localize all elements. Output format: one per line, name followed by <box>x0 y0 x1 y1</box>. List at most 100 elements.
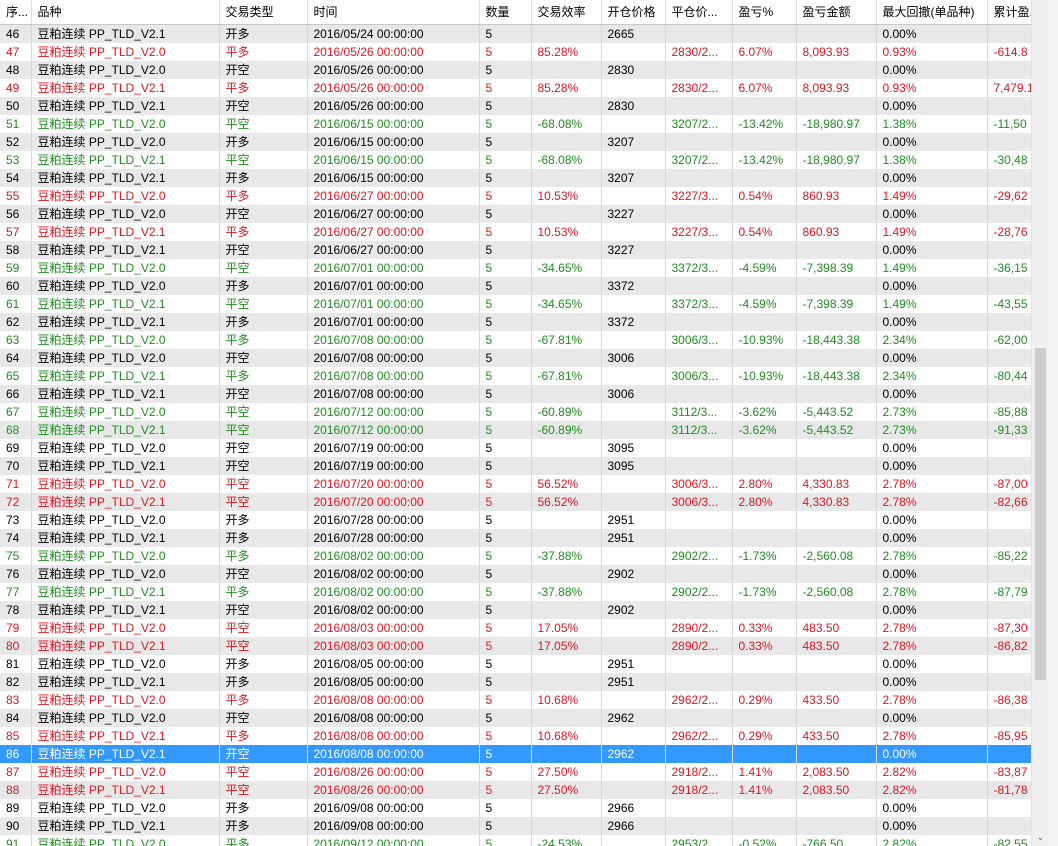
table-row[interactable]: 55 豆粕连续 PP_TLD_V2.0 平多 2016/06/27 00:00:00 5… <box>0 187 1031 205</box>
cell-time: 2016/06/27 00:00:00 <box>307 187 480 205</box>
table-row[interactable]: 76 豆粕连续 PP_TLD_V2.0 开空 2016/08/02 00:00:00 5… <box>0 565 1031 583</box>
table-row[interactable]: 85 豆粕连续 PP_TLD_V2.1 平多 2016/08/08 00:00:00 5… <box>0 727 1031 745</box>
cell-time: 2016/07/20 00:00:00 <box>307 475 480 493</box>
cell-symbol-strategy: 豆粕连续 PP_TLD_V2.1 <box>31 295 220 313</box>
column-header[interactable]: 交易类型 <box>219 0 308 25</box>
column-header[interactable]: 品种 <box>31 0 220 25</box>
table-row[interactable]: 67 豆粕连续 PP_TLD_V2.0 平空 2016/07/12 00:00:00 5… <box>0 403 1031 421</box>
column-header[interactable]: 最大回撤(单品种) <box>876 0 988 25</box>
cell-row-index: 59 <box>0 259 32 277</box>
table-row[interactable]: 82 豆粕连续 PP_TLD_V2.1 开多 2016/08/05 00:00:00 5… <box>0 673 1031 691</box>
cell-pnl-percent: -1.73% <box>732 583 797 601</box>
table-row[interactable]: 46 豆粕连续 PP_TLD_V2.1 开多 2016/05/24 00:00:00 5… <box>0 24 1031 43</box>
cell-open-price <box>601 151 666 169</box>
cell-open-price <box>601 43 666 61</box>
column-header[interactable]: 序... <box>0 0 32 25</box>
table-row[interactable]: 52 豆粕连续 PP_TLD_V2.0 开多 2016/06/15 00:00:00 5… <box>0 133 1031 151</box>
chevron-down-icon[interactable]: ⌄ <box>1036 832 1045 842</box>
cell-cumulative-pnl: -86,38 <box>987 691 1031 709</box>
column-header[interactable]: 累计盈... <box>987 0 1031 25</box>
table-row[interactable]: 81 豆粕连续 PP_TLD_V2.0 开多 2016/08/05 00:00:00 5… <box>0 655 1031 673</box>
table-row[interactable]: 59 豆粕连续 PP_TLD_V2.0 平空 2016/07/01 00:00:00 5… <box>0 259 1031 277</box>
cell-open-price: 3207 <box>601 169 666 187</box>
cell-symbol-strategy: 豆粕连续 PP_TLD_V2.1 <box>31 457 220 475</box>
column-header[interactable]: 开仓价格 <box>601 0 666 25</box>
table-row[interactable]: 90 豆粕连续 PP_TLD_V2.1 开多 2016/09/08 00:00:00 5… <box>0 817 1031 835</box>
cell-pnl-percent <box>732 97 797 115</box>
scrollbar-thumb[interactable] <box>1035 348 1046 680</box>
table-row[interactable]: 91 豆粕连续 PP_TLD_V2.0 平多 2016/09/12 00:00:00 5… <box>0 835 1031 846</box>
table-row[interactable]: 77 豆粕连续 PP_TLD_V2.1 平多 2016/08/02 00:00:00 5… <box>0 583 1031 601</box>
cell-open-price <box>601 763 666 781</box>
table-row[interactable]: 84 豆粕连续 PP_TLD_V2.0 开空 2016/08/08 00:00:00 5… <box>0 709 1031 727</box>
cell-row-index: 87 <box>0 763 32 781</box>
cell-quantity: 5 <box>479 115 532 133</box>
cell-row-index: 75 <box>0 547 32 565</box>
cell-quantity: 5 <box>479 745 532 763</box>
table-row[interactable]: 73 豆粕连续 PP_TLD_V2.0 开多 2016/07/28 00:00:00 5… <box>0 511 1031 529</box>
table-row[interactable]: 71 豆粕连续 PP_TLD_V2.0 平空 2016/07/20 00:00:00 5… <box>0 475 1031 493</box>
table-row[interactable]: 83 豆粕连续 PP_TLD_V2.0 平多 2016/08/08 00:00:00 5… <box>0 691 1031 709</box>
cell-max-drawdown: 1.49% <box>876 295 988 313</box>
table-row[interactable]: 88 豆粕连续 PP_TLD_V2.1 平空 2016/08/26 00:00:00 5… <box>0 781 1031 799</box>
table-row[interactable]: 78 豆粕连续 PP_TLD_V2.1 开空 2016/08/02 00:00:00 5… <box>0 601 1031 619</box>
table-row[interactable]: 61 豆粕连续 PP_TLD_V2.1 平空 2016/07/01 00:00:00 5… <box>0 295 1031 313</box>
cell-pnl-amount <box>796 439 877 457</box>
table-row[interactable]: 86 豆粕连续 PP_TLD_V2.1 开空 2016/08/08 00:00:00 5… <box>0 745 1031 763</box>
table-row[interactable]: 62 豆粕连续 PP_TLD_V2.1 开多 2016/07/01 00:00:00 5… <box>0 313 1031 331</box>
table-row[interactable]: 69 豆粕连续 PP_TLD_V2.0 开空 2016/07/19 00:00:00 5… <box>0 439 1031 457</box>
cell-quantity: 5 <box>479 349 532 367</box>
table-row[interactable]: 80 豆粕连续 PP_TLD_V2.1 平空 2016/08/03 00:00:00 5… <box>0 637 1031 655</box>
cell-pnl-amount <box>796 385 877 403</box>
table-row[interactable]: 49 豆粕连续 PP_TLD_V2.1 平多 2016/05/26 00:00:00 5… <box>0 79 1031 97</box>
cell-trade-type: 平空 <box>219 637 308 655</box>
table-row[interactable]: 72 豆粕连续 PP_TLD_V2.1 平空 2016/07/20 00:00:00 5… <box>0 493 1031 511</box>
cell-row-index: 74 <box>0 529 32 547</box>
column-header[interactable]: 盈亏% <box>732 0 797 25</box>
table-row[interactable]: 47 豆粕连续 PP_TLD_V2.0 平多 2016/05/26 00:00:00 5… <box>0 43 1031 61</box>
table-row[interactable]: 68 豆粕连续 PP_TLD_V2.1 平空 2016/07/12 00:00:00 5… <box>0 421 1031 439</box>
cell-pnl-percent <box>732 277 797 295</box>
table-row[interactable]: 48 豆粕连续 PP_TLD_V2.0 开空 2016/05/26 00:00:00 5… <box>0 61 1031 79</box>
table-row[interactable]: 53 豆粕连续 PP_TLD_V2.1 平空 2016/06/15 00:00:00 5… <box>0 151 1031 169</box>
cell-cumulative-pnl: -29,62 <box>987 187 1031 205</box>
table-row[interactable]: 66 豆粕连续 PP_TLD_V2.1 开空 2016/07/08 00:00:00 5… <box>0 385 1031 403</box>
table-row[interactable]: 54 豆粕连续 PP_TLD_V2.1 开多 2016/06/15 00:00:00 5… <box>0 169 1031 187</box>
cell-pnl-amount <box>796 799 877 817</box>
table-row[interactable]: 75 豆粕连续 PP_TLD_V2.0 平多 2016/08/02 00:00:00 5… <box>0 547 1031 565</box>
table-row[interactable]: 60 豆粕连续 PP_TLD_V2.0 开多 2016/07/01 00:00:00 5… <box>0 277 1031 295</box>
cell-cumulative-pnl: -87,30 <box>987 619 1031 637</box>
cell-max-drawdown: 2.78% <box>876 727 988 745</box>
vertical-scrollbar[interactable]: ⌄ <box>1031 0 1049 846</box>
table-row[interactable]: 58 豆粕连续 PP_TLD_V2.1 开空 2016/06/27 00:00:00 5… <box>0 241 1031 259</box>
table-row[interactable]: 70 豆粕连续 PP_TLD_V2.1 开空 2016/07/19 00:00:00 5… <box>0 457 1031 475</box>
trade-records-grid[interactable]: 序... 品种 交易类型 时间 数量 交易效率 开仓价格 平仓价... 盈亏% 盈亏金额 最大回撤(… <box>0 0 1031 846</box>
table-row[interactable]: 63 豆粕连续 PP_TLD_V2.0 平多 2016/07/08 00:00:00 5… <box>0 331 1031 349</box>
table-row[interactable]: 87 豆粕连续 PP_TLD_V2.0 平空 2016/08/26 00:00:00 5… <box>0 763 1031 781</box>
table-row[interactable]: 64 豆粕连续 PP_TLD_V2.0 开空 2016/07/08 00:00:00 5… <box>0 349 1031 367</box>
cell-time: 2016/07/28 00:00:00 <box>307 511 480 529</box>
cell-cumulative-pnl: -82,55 <box>987 835 1031 846</box>
table-row[interactable]: 65 豆粕连续 PP_TLD_V2.1 平多 2016/07/08 00:00:00 5… <box>0 367 1031 385</box>
cell-symbol-strategy: 豆粕连续 PP_TLD_V2.1 <box>31 529 220 547</box>
column-header[interactable]: 平仓价... <box>665 0 733 25</box>
table-row[interactable]: 79 豆粕连续 PP_TLD_V2.0 平空 2016/08/03 00:00:00 5… <box>0 619 1031 637</box>
table-row[interactable]: 50 豆粕连续 PP_TLD_V2.1 开空 2016/05/26 00:00:00 5… <box>0 97 1031 115</box>
cell-pnl-amount: 2,083.50 <box>796 781 877 799</box>
cell-cumulative-pnl: -62,00 <box>987 331 1031 349</box>
cell-row-index: 66 <box>0 385 32 403</box>
column-header[interactable]: 盈亏金额 <box>796 0 877 25</box>
cell-pnl-amount: -18,443.38 <box>796 367 877 385</box>
cell-trade-efficiency <box>531 457 602 475</box>
table-row[interactable]: 56 豆粕连续 PP_TLD_V2.0 开空 2016/06/27 00:00:00 5… <box>0 205 1031 223</box>
cell-trade-type: 开空 <box>219 205 308 223</box>
cell-quantity: 5 <box>479 187 532 205</box>
table-row[interactable]: 51 豆粕连续 PP_TLD_V2.0 平空 2016/06/15 00:00:00 5… <box>0 115 1031 133</box>
column-header[interactable]: 交易效率 <box>531 0 602 25</box>
column-header[interactable]: 时间 <box>307 0 480 25</box>
table-row[interactable]: 89 豆粕连续 PP_TLD_V2.0 开多 2016/09/08 00:00:00 5… <box>0 799 1031 817</box>
table-row[interactable]: 57 豆粕连续 PP_TLD_V2.1 平多 2016/06/27 00:00:00 5… <box>0 223 1031 241</box>
column-header[interactable]: 数量 <box>479 0 532 25</box>
cell-open-price: 2962 <box>601 709 666 727</box>
table-row[interactable]: 74 豆粕连续 PP_TLD_V2.1 开多 2016/07/28 00:00:00 5… <box>0 529 1031 547</box>
